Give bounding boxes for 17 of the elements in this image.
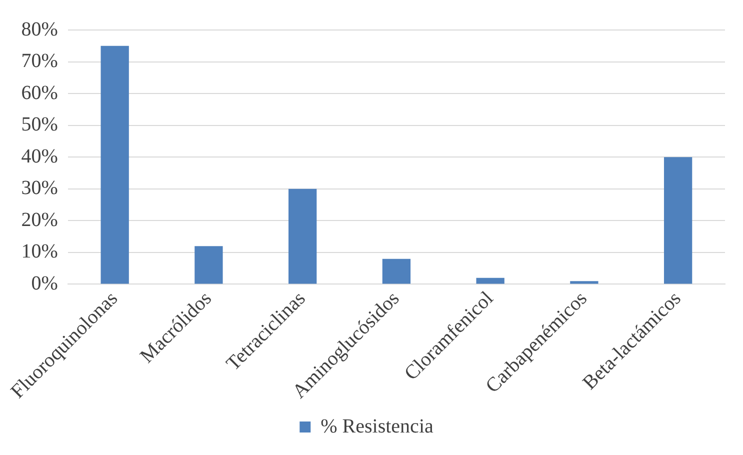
y-tick-label: 30% <box>21 177 58 200</box>
bar <box>664 157 692 284</box>
y-tick-label: 0% <box>31 272 58 294</box>
y-tick-label: 80% <box>21 18 58 40</box>
y-tick-label: 70% <box>21 50 58 72</box>
y-tick-label: 20% <box>21 208 58 231</box>
bar <box>570 281 598 284</box>
bar <box>476 278 504 284</box>
y-tick-label: 50% <box>21 114 58 136</box>
bar <box>288 188 317 284</box>
bar <box>100 46 129 284</box>
y-tick-label: 40% <box>21 145 58 168</box>
bar <box>194 246 223 284</box>
y-tick-label: 60% <box>21 82 58 104</box>
y-tick-label: 10% <box>21 240 58 263</box>
bar <box>382 258 411 284</box>
legend-label: % Resistencia <box>320 415 434 438</box>
